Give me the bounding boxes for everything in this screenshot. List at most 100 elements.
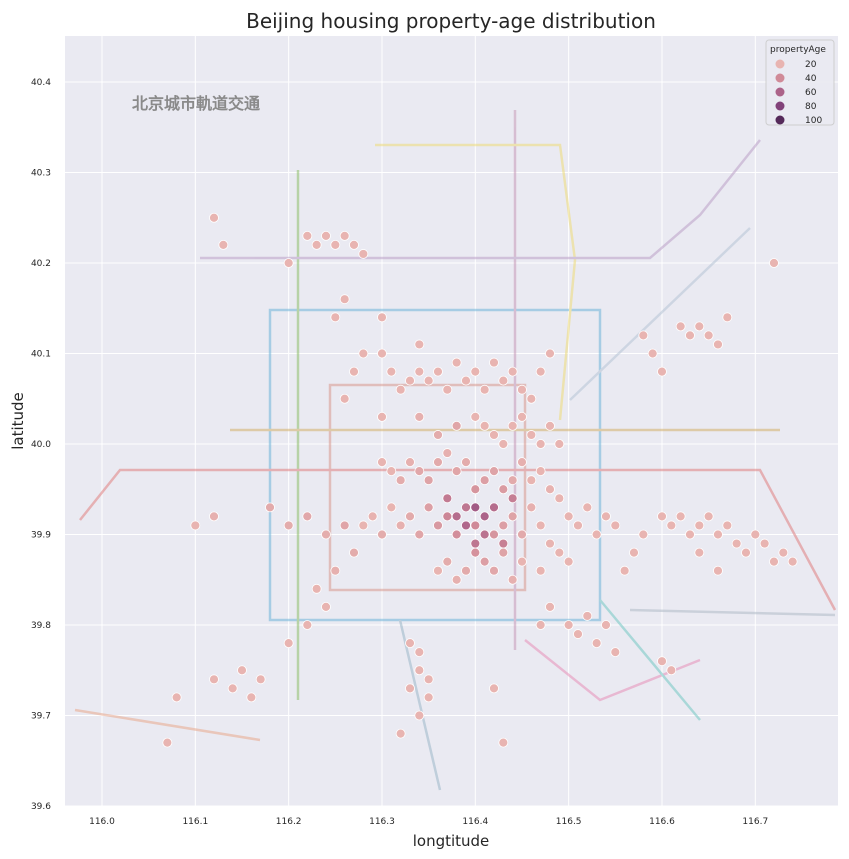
data-point	[601, 620, 611, 630]
data-point	[507, 493, 518, 504]
data-point	[722, 520, 733, 531]
data-point	[414, 665, 425, 676]
data-point	[489, 565, 499, 576]
data-point	[339, 393, 350, 404]
data-point	[330, 239, 341, 250]
data-point	[535, 620, 546, 630]
data-point	[554, 439, 565, 449]
data-point	[470, 547, 481, 558]
data-point	[349, 366, 359, 377]
data-point	[657, 366, 667, 377]
data-point	[507, 574, 518, 585]
data-point	[470, 411, 481, 422]
legend-marker	[775, 115, 785, 125]
data-point	[339, 294, 350, 305]
data-point	[489, 683, 499, 694]
legend-label: 40	[805, 74, 817, 84]
data-point	[582, 502, 593, 513]
legend-marker	[775, 73, 785, 83]
data-point	[367, 511, 378, 522]
data-point	[517, 556, 527, 567]
data-point	[442, 493, 453, 504]
metro-map-title: 北京城市軌道交通	[132, 94, 260, 113]
data-point	[442, 556, 453, 567]
legend-title: propertyAge	[770, 45, 826, 55]
data-point	[479, 475, 490, 486]
data-point	[545, 484, 555, 495]
data-point	[423, 375, 434, 386]
data-point	[526, 393, 537, 404]
data-point	[535, 520, 546, 531]
data-point	[489, 466, 499, 477]
data-point	[535, 565, 546, 576]
metro-line	[79, 468, 837, 611]
data-point	[395, 475, 406, 486]
data-point	[302, 511, 313, 522]
x-tick-label: 116.4	[462, 817, 488, 827]
data-point	[479, 420, 490, 431]
y-axis-label: latitude	[9, 392, 27, 450]
data-point	[377, 411, 387, 422]
data-point	[321, 230, 331, 241]
legend-marker	[775, 87, 785, 97]
data-point	[237, 665, 247, 676]
data-point	[377, 312, 387, 323]
data-point	[451, 529, 462, 540]
x-tick-label: 116.5	[556, 817, 582, 827]
data-point	[470, 484, 481, 495]
y-tick-label: 39.8	[31, 621, 51, 631]
data-point	[349, 547, 359, 558]
data-point	[489, 529, 499, 540]
data-point	[433, 457, 443, 468]
data-point	[498, 484, 509, 495]
data-point	[703, 511, 714, 522]
data-point	[731, 538, 742, 549]
data-point	[769, 556, 779, 567]
data-point	[405, 375, 415, 386]
data-point	[395, 520, 406, 531]
metro-line	[629, 608, 836, 617]
data-point	[162, 737, 173, 748]
data-point	[778, 547, 789, 558]
legend-label: 100	[805, 116, 822, 126]
legend-marker	[775, 59, 785, 69]
data-point	[675, 321, 686, 332]
data-point	[526, 430, 537, 440]
data-point	[535, 466, 546, 477]
data-point	[311, 239, 322, 250]
data-point	[423, 502, 434, 513]
data-point	[405, 511, 415, 522]
data-point	[414, 466, 425, 477]
data-point	[526, 502, 537, 513]
data-point	[498, 538, 509, 549]
data-point	[741, 547, 751, 558]
data-point	[283, 258, 294, 268]
data-point	[498, 737, 509, 748]
data-point	[638, 330, 649, 341]
data-point	[657, 656, 667, 667]
data-point	[498, 439, 509, 449]
grid	[65, 36, 838, 807]
data-point	[358, 249, 369, 259]
data-point	[591, 529, 602, 540]
legend-marker	[775, 101, 785, 111]
x-tick-label: 116.2	[276, 817, 302, 827]
y-tick-label: 40.2	[31, 259, 51, 269]
data-point	[386, 502, 397, 513]
data-point	[358, 348, 369, 359]
data-point	[479, 529, 490, 540]
data-point	[470, 366, 481, 377]
data-point	[433, 430, 443, 440]
data-point	[433, 565, 443, 576]
metro-map-background	[74, 110, 837, 791]
data-point	[573, 629, 583, 639]
data-point	[311, 583, 322, 594]
data-point	[619, 565, 630, 576]
y-tick-label: 40.1	[31, 350, 51, 360]
data-point	[694, 321, 705, 332]
data-point	[610, 520, 621, 531]
data-point	[414, 411, 425, 422]
data-point	[377, 529, 387, 540]
data-point	[535, 439, 546, 449]
